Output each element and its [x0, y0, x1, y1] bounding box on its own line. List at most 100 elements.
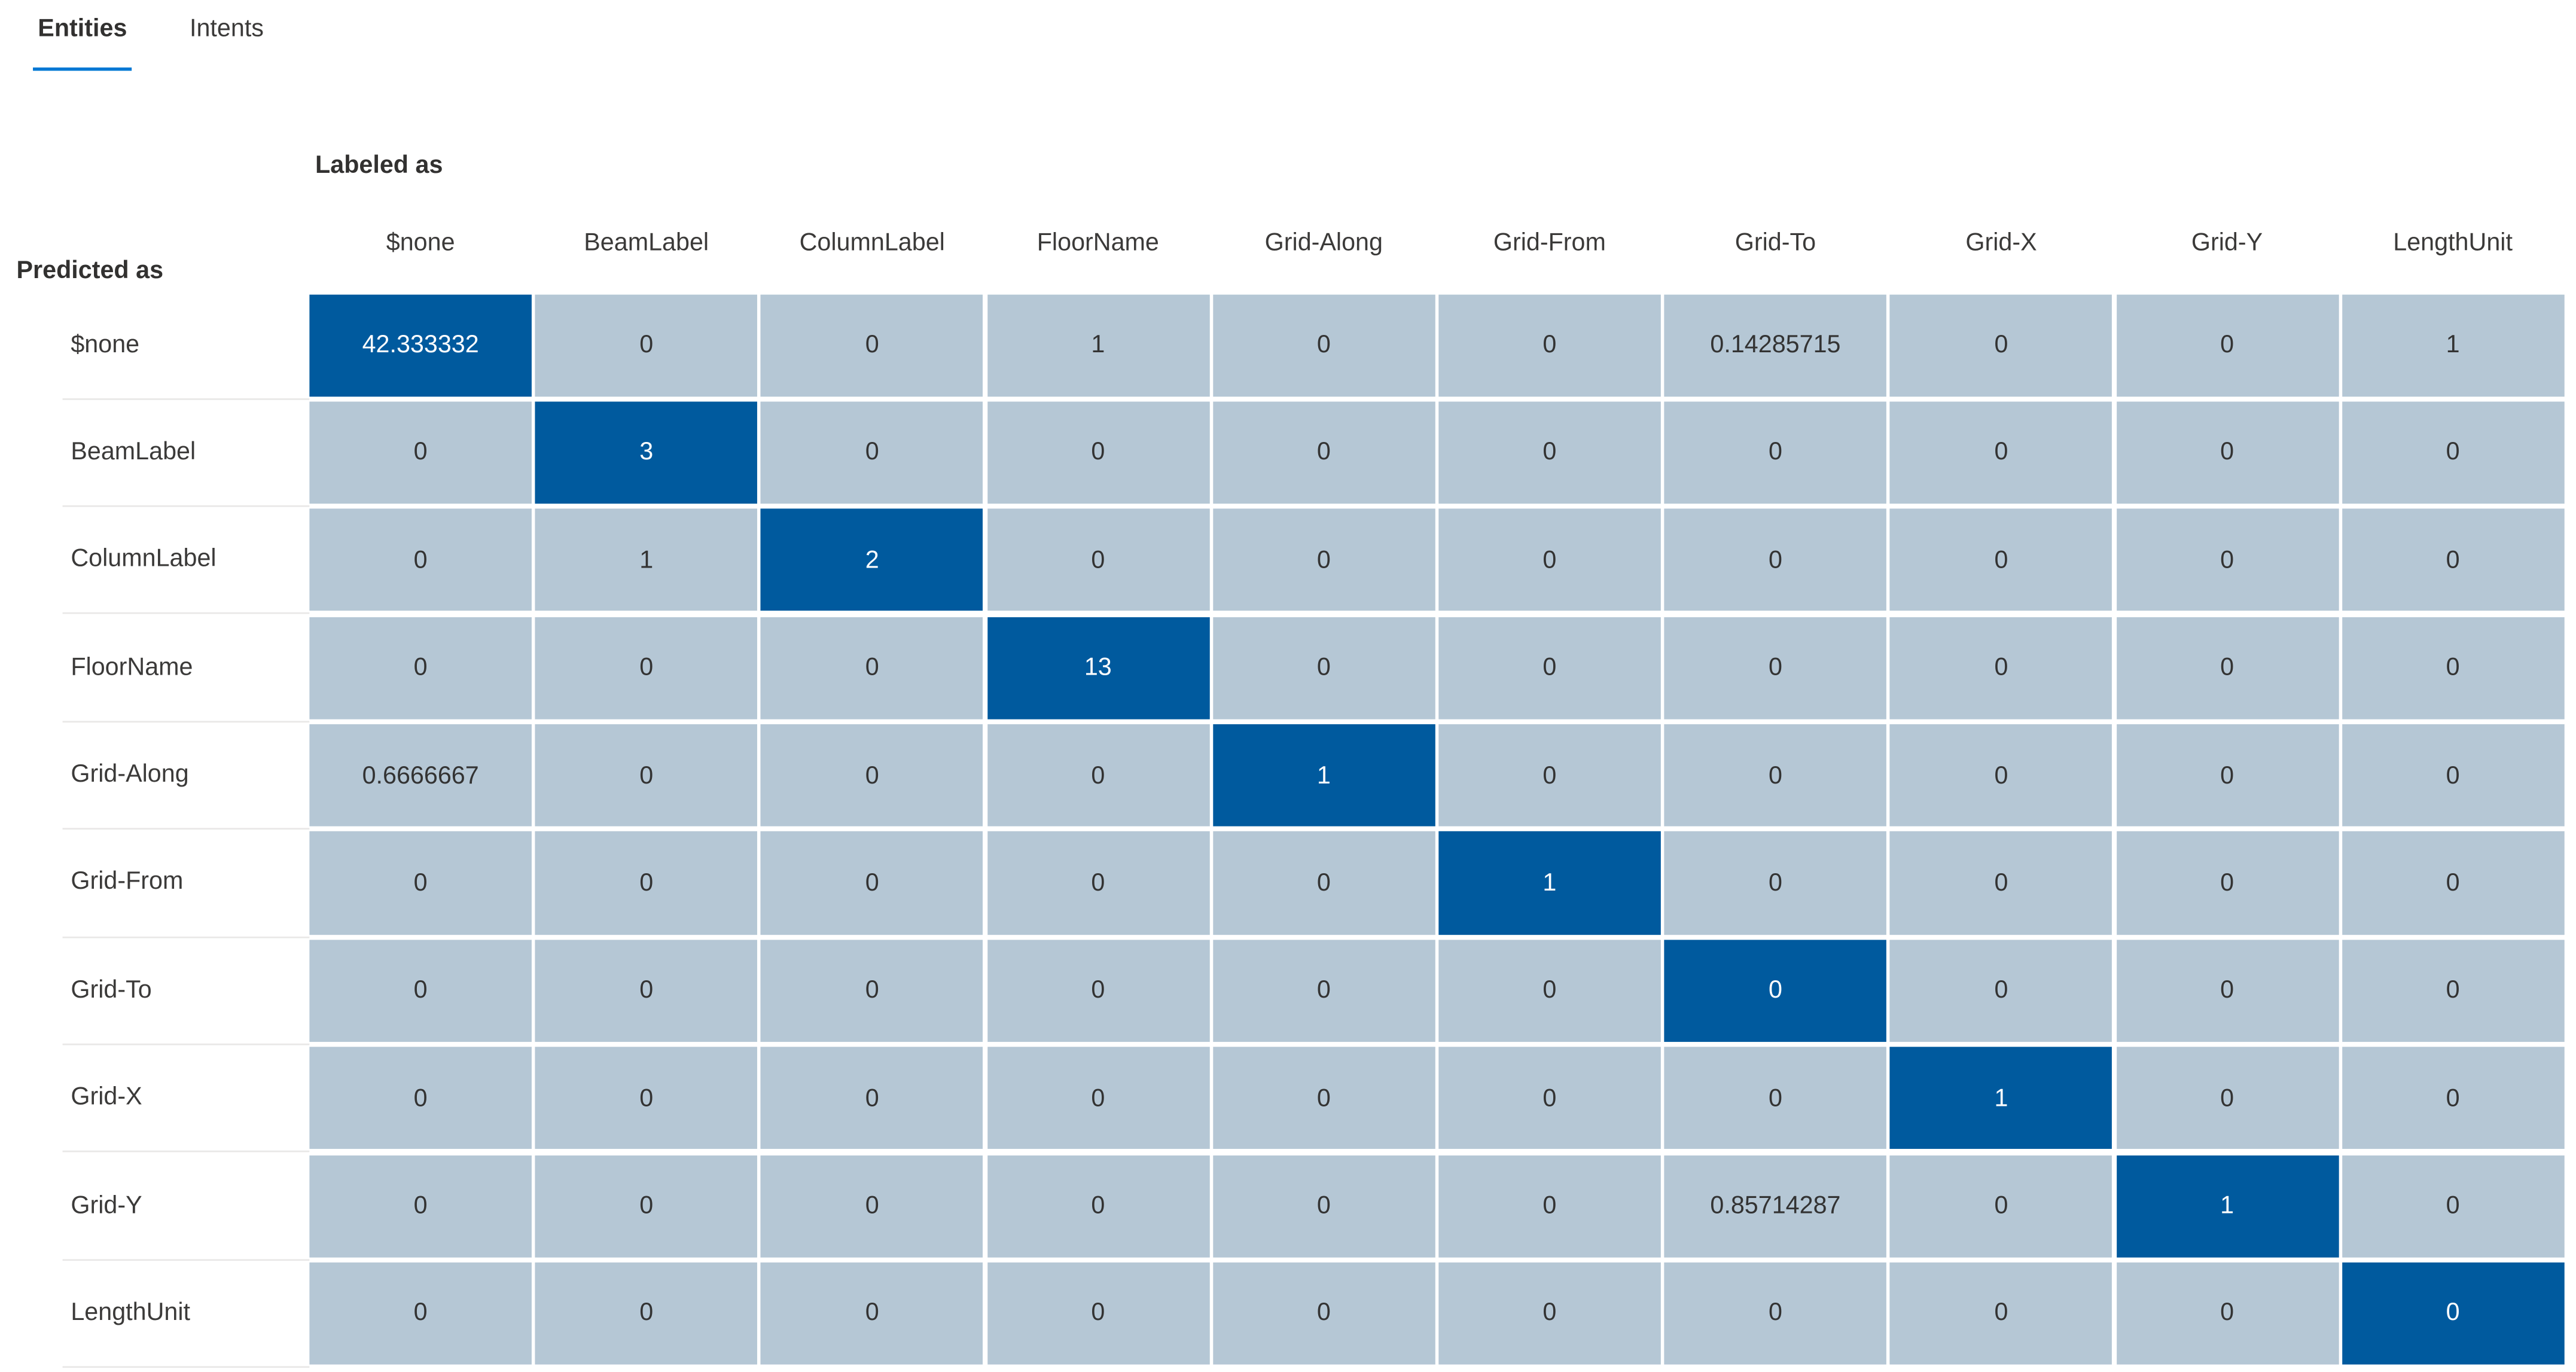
- matrix-cell[interactable]: 0: [987, 509, 1209, 612]
- matrix-cell[interactable]: 0: [2342, 401, 2564, 504]
- matrix-cell[interactable]: 0: [1212, 294, 1435, 397]
- matrix-cell[interactable]: 0: [1664, 831, 1887, 934]
- matrix-cell[interactable]: 1: [535, 509, 758, 612]
- matrix-cell[interactable]: 0: [761, 401, 984, 504]
- matrix-cell[interactable]: 0: [1890, 294, 2112, 397]
- matrix-cell[interactable]: 0: [761, 1154, 984, 1257]
- matrix-cell[interactable]: 0: [761, 294, 984, 397]
- matrix-cell[interactable]: 0: [761, 1047, 984, 1150]
- matrix-cell[interactable]: 0: [309, 1154, 532, 1257]
- matrix-cell[interactable]: 0: [761, 831, 984, 934]
- tab-intents[interactable]: Intents: [190, 14, 264, 43]
- matrix-cell[interactable]: 0: [1212, 616, 1435, 719]
- matrix-cell[interactable]: 0: [2115, 294, 2339, 397]
- matrix-cell[interactable]: 0: [1212, 831, 1435, 934]
- matrix-cell[interactable]: 0: [535, 939, 758, 1042]
- matrix-cell[interactable]: 0: [309, 831, 532, 934]
- matrix-cell[interactable]: 0: [2342, 1047, 2564, 1150]
- matrix-cell[interactable]: 0: [987, 724, 1209, 827]
- matrix-cell[interactable]: 42.333332: [309, 294, 532, 397]
- matrix-cell[interactable]: 0: [1212, 1262, 1435, 1365]
- matrix-cell[interactable]: 0: [1212, 509, 1435, 612]
- matrix-cell[interactable]: 0: [1664, 939, 1887, 1042]
- matrix-cell[interactable]: 0: [2342, 509, 2564, 612]
- matrix-cell[interactable]: 0: [1212, 939, 1435, 1042]
- matrix-cell[interactable]: 0: [1890, 401, 2112, 504]
- matrix-cell[interactable]: 0: [2115, 509, 2339, 612]
- matrix-cell[interactable]: 0: [761, 1262, 984, 1365]
- matrix-cell[interactable]: 0: [1438, 509, 1661, 612]
- matrix-cell[interactable]: 0: [987, 1047, 1209, 1150]
- matrix-cell[interactable]: 0: [2342, 939, 2564, 1042]
- matrix-cell[interactable]: 0: [535, 1154, 758, 1257]
- matrix-cell[interactable]: 0: [1890, 509, 2112, 612]
- matrix-cell[interactable]: 0: [535, 1262, 758, 1365]
- matrix-cell[interactable]: 0: [1664, 401, 1887, 504]
- matrix-cell[interactable]: 0: [535, 616, 758, 719]
- matrix-cell[interactable]: 1: [2115, 1154, 2339, 1257]
- matrix-cell[interactable]: 0: [987, 401, 1209, 504]
- matrix-cell[interactable]: 0: [1438, 401, 1661, 504]
- matrix-cell[interactable]: 0: [2342, 1262, 2564, 1365]
- matrix-cell[interactable]: 0: [1438, 1262, 1661, 1365]
- matrix-cell[interactable]: 0: [2342, 831, 2564, 934]
- matrix-cell[interactable]: 13: [987, 616, 1209, 719]
- matrix-cell[interactable]: 0: [2115, 831, 2339, 934]
- matrix-cell[interactable]: 0: [2115, 939, 2339, 1042]
- matrix-cell[interactable]: 0: [309, 616, 532, 719]
- matrix-cell[interactable]: 0: [1890, 616, 2112, 719]
- matrix-cell[interactable]: 0: [1212, 401, 1435, 504]
- matrix-cell[interactable]: 0: [1664, 509, 1887, 612]
- matrix-cell[interactable]: 0: [761, 616, 984, 719]
- matrix-cell[interactable]: 0: [1664, 1262, 1887, 1365]
- matrix-cell[interactable]: 0: [2115, 616, 2339, 719]
- matrix-cell[interactable]: 1: [1438, 831, 1661, 934]
- matrix-cell[interactable]: 0: [1438, 1047, 1661, 1150]
- matrix-cell[interactable]: 0: [987, 939, 1209, 1042]
- matrix-cell[interactable]: 0: [987, 1154, 1209, 1257]
- matrix-cell[interactable]: 0: [1890, 831, 2112, 934]
- matrix-cell[interactable]: 0: [1664, 616, 1887, 719]
- matrix-cell[interactable]: 0: [2342, 616, 2564, 719]
- matrix-cell[interactable]: 1: [2342, 294, 2564, 397]
- matrix-cell[interactable]: 0: [2342, 724, 2564, 827]
- matrix-cell[interactable]: 0: [987, 831, 1209, 934]
- matrix-cell[interactable]: 0: [1438, 724, 1661, 827]
- matrix-cell[interactable]: 0: [2342, 1154, 2564, 1257]
- matrix-cell[interactable]: 0: [1664, 724, 1887, 827]
- matrix-cell[interactable]: 1: [987, 294, 1209, 397]
- matrix-cell[interactable]: 1: [1212, 724, 1435, 827]
- matrix-cell[interactable]: 0: [309, 1262, 532, 1365]
- matrix-cell[interactable]: 0: [1212, 1047, 1435, 1150]
- matrix-cell[interactable]: 0: [309, 1047, 532, 1150]
- matrix-cell[interactable]: 0: [535, 831, 758, 934]
- matrix-cell[interactable]: 0: [309, 509, 532, 612]
- matrix-cell[interactable]: 0: [1890, 1262, 2112, 1365]
- matrix-cell[interactable]: 0: [535, 294, 758, 397]
- matrix-cell[interactable]: 3: [535, 401, 758, 504]
- matrix-cell[interactable]: 0: [2115, 401, 2339, 504]
- matrix-cell[interactable]: 0.6666667: [309, 724, 532, 827]
- matrix-cell[interactable]: 0: [1890, 1154, 2112, 1257]
- matrix-cell[interactable]: 0: [761, 724, 984, 827]
- matrix-cell[interactable]: 0.85714287: [1664, 1154, 1887, 1257]
- matrix-cell[interactable]: 0: [2115, 1262, 2339, 1365]
- matrix-cell[interactable]: 0: [1890, 939, 2112, 1042]
- matrix-cell[interactable]: 0: [2115, 1047, 2339, 1150]
- matrix-cell[interactable]: 0: [1438, 939, 1661, 1042]
- tab-entities[interactable]: Entities: [33, 10, 132, 71]
- matrix-cell[interactable]: 0: [309, 939, 532, 1042]
- matrix-cell[interactable]: 0: [1890, 724, 2112, 827]
- matrix-cell[interactable]: 2: [761, 509, 984, 612]
- matrix-cell[interactable]: 0: [535, 724, 758, 827]
- matrix-cell[interactable]: 0: [2115, 724, 2339, 827]
- matrix-cell[interactable]: 0: [1438, 616, 1661, 719]
- matrix-cell[interactable]: 0: [987, 1262, 1209, 1365]
- matrix-cell[interactable]: 1: [1890, 1047, 2112, 1150]
- matrix-cell[interactable]: 0: [761, 939, 984, 1042]
- matrix-cell[interactable]: 0.14285715: [1664, 294, 1887, 397]
- matrix-cell[interactable]: 0: [535, 1047, 758, 1150]
- matrix-cell[interactable]: 0: [1664, 1047, 1887, 1150]
- matrix-cell[interactable]: 0: [309, 401, 532, 504]
- matrix-cell[interactable]: 0: [1212, 1154, 1435, 1257]
